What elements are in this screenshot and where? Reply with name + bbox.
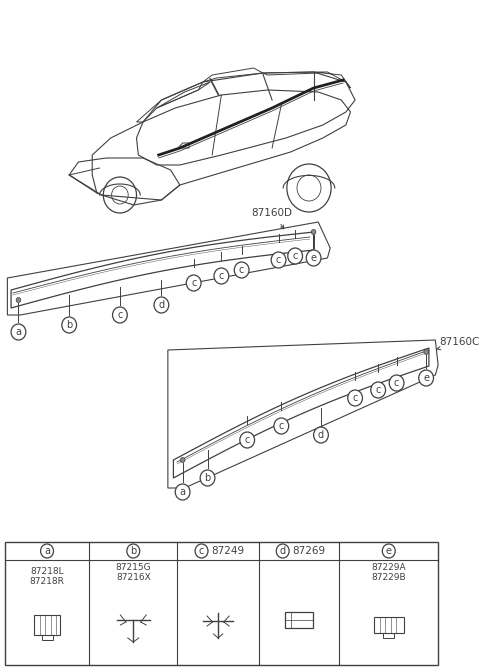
Text: a: a <box>15 327 22 337</box>
Bar <box>383 633 394 638</box>
Circle shape <box>200 470 215 486</box>
Circle shape <box>154 297 169 313</box>
Text: c: c <box>239 265 244 275</box>
Circle shape <box>240 432 254 448</box>
Text: 87216X: 87216X <box>116 574 151 582</box>
Circle shape <box>371 382 385 398</box>
Text: c: c <box>244 435 250 445</box>
Circle shape <box>312 230 316 234</box>
Text: d: d <box>158 300 165 310</box>
Circle shape <box>112 307 127 323</box>
Circle shape <box>41 544 53 558</box>
Text: e: e <box>386 546 392 556</box>
Text: d: d <box>280 546 286 556</box>
Circle shape <box>11 324 26 340</box>
Text: c: c <box>117 310 122 320</box>
Bar <box>41 635 53 640</box>
Circle shape <box>180 458 185 462</box>
Text: c: c <box>219 271 224 281</box>
Text: c: c <box>352 393 358 403</box>
Circle shape <box>424 350 429 354</box>
Text: e: e <box>311 253 317 263</box>
Text: 87229A: 87229A <box>372 563 406 572</box>
Text: c: c <box>278 421 284 431</box>
Text: e: e <box>423 373 429 383</box>
Circle shape <box>62 317 76 333</box>
Circle shape <box>127 544 140 558</box>
Text: 87218R: 87218R <box>30 578 64 586</box>
Circle shape <box>16 297 21 302</box>
Circle shape <box>195 544 208 558</box>
Circle shape <box>276 544 289 558</box>
Text: 87269: 87269 <box>292 546 325 556</box>
Text: c: c <box>199 546 204 556</box>
Text: d: d <box>318 430 324 440</box>
Text: c: c <box>375 385 381 395</box>
Text: 87218L: 87218L <box>30 567 64 576</box>
Circle shape <box>288 248 302 264</box>
Text: 87215G: 87215G <box>116 563 151 572</box>
Circle shape <box>214 268 229 284</box>
Text: 87229B: 87229B <box>372 574 406 582</box>
Circle shape <box>348 390 362 406</box>
Text: a: a <box>44 546 50 556</box>
Text: 87160C: 87160C <box>439 337 480 347</box>
Text: c: c <box>394 378 399 388</box>
Bar <box>5 542 438 665</box>
Circle shape <box>313 427 328 443</box>
Circle shape <box>419 370 433 386</box>
Circle shape <box>389 375 404 391</box>
Text: b: b <box>130 546 136 556</box>
Circle shape <box>274 418 288 434</box>
Text: 87160D: 87160D <box>252 208 293 218</box>
Text: a: a <box>180 487 186 497</box>
Circle shape <box>186 275 201 291</box>
Text: c: c <box>276 255 281 265</box>
Text: 87249: 87249 <box>211 546 244 556</box>
Text: b: b <box>204 473 211 483</box>
Circle shape <box>271 252 286 268</box>
Text: b: b <box>66 320 72 330</box>
Circle shape <box>175 484 190 500</box>
Text: c: c <box>292 251 298 261</box>
Circle shape <box>382 544 395 558</box>
Circle shape <box>234 262 249 278</box>
Text: c: c <box>191 278 196 288</box>
Circle shape <box>306 250 321 266</box>
